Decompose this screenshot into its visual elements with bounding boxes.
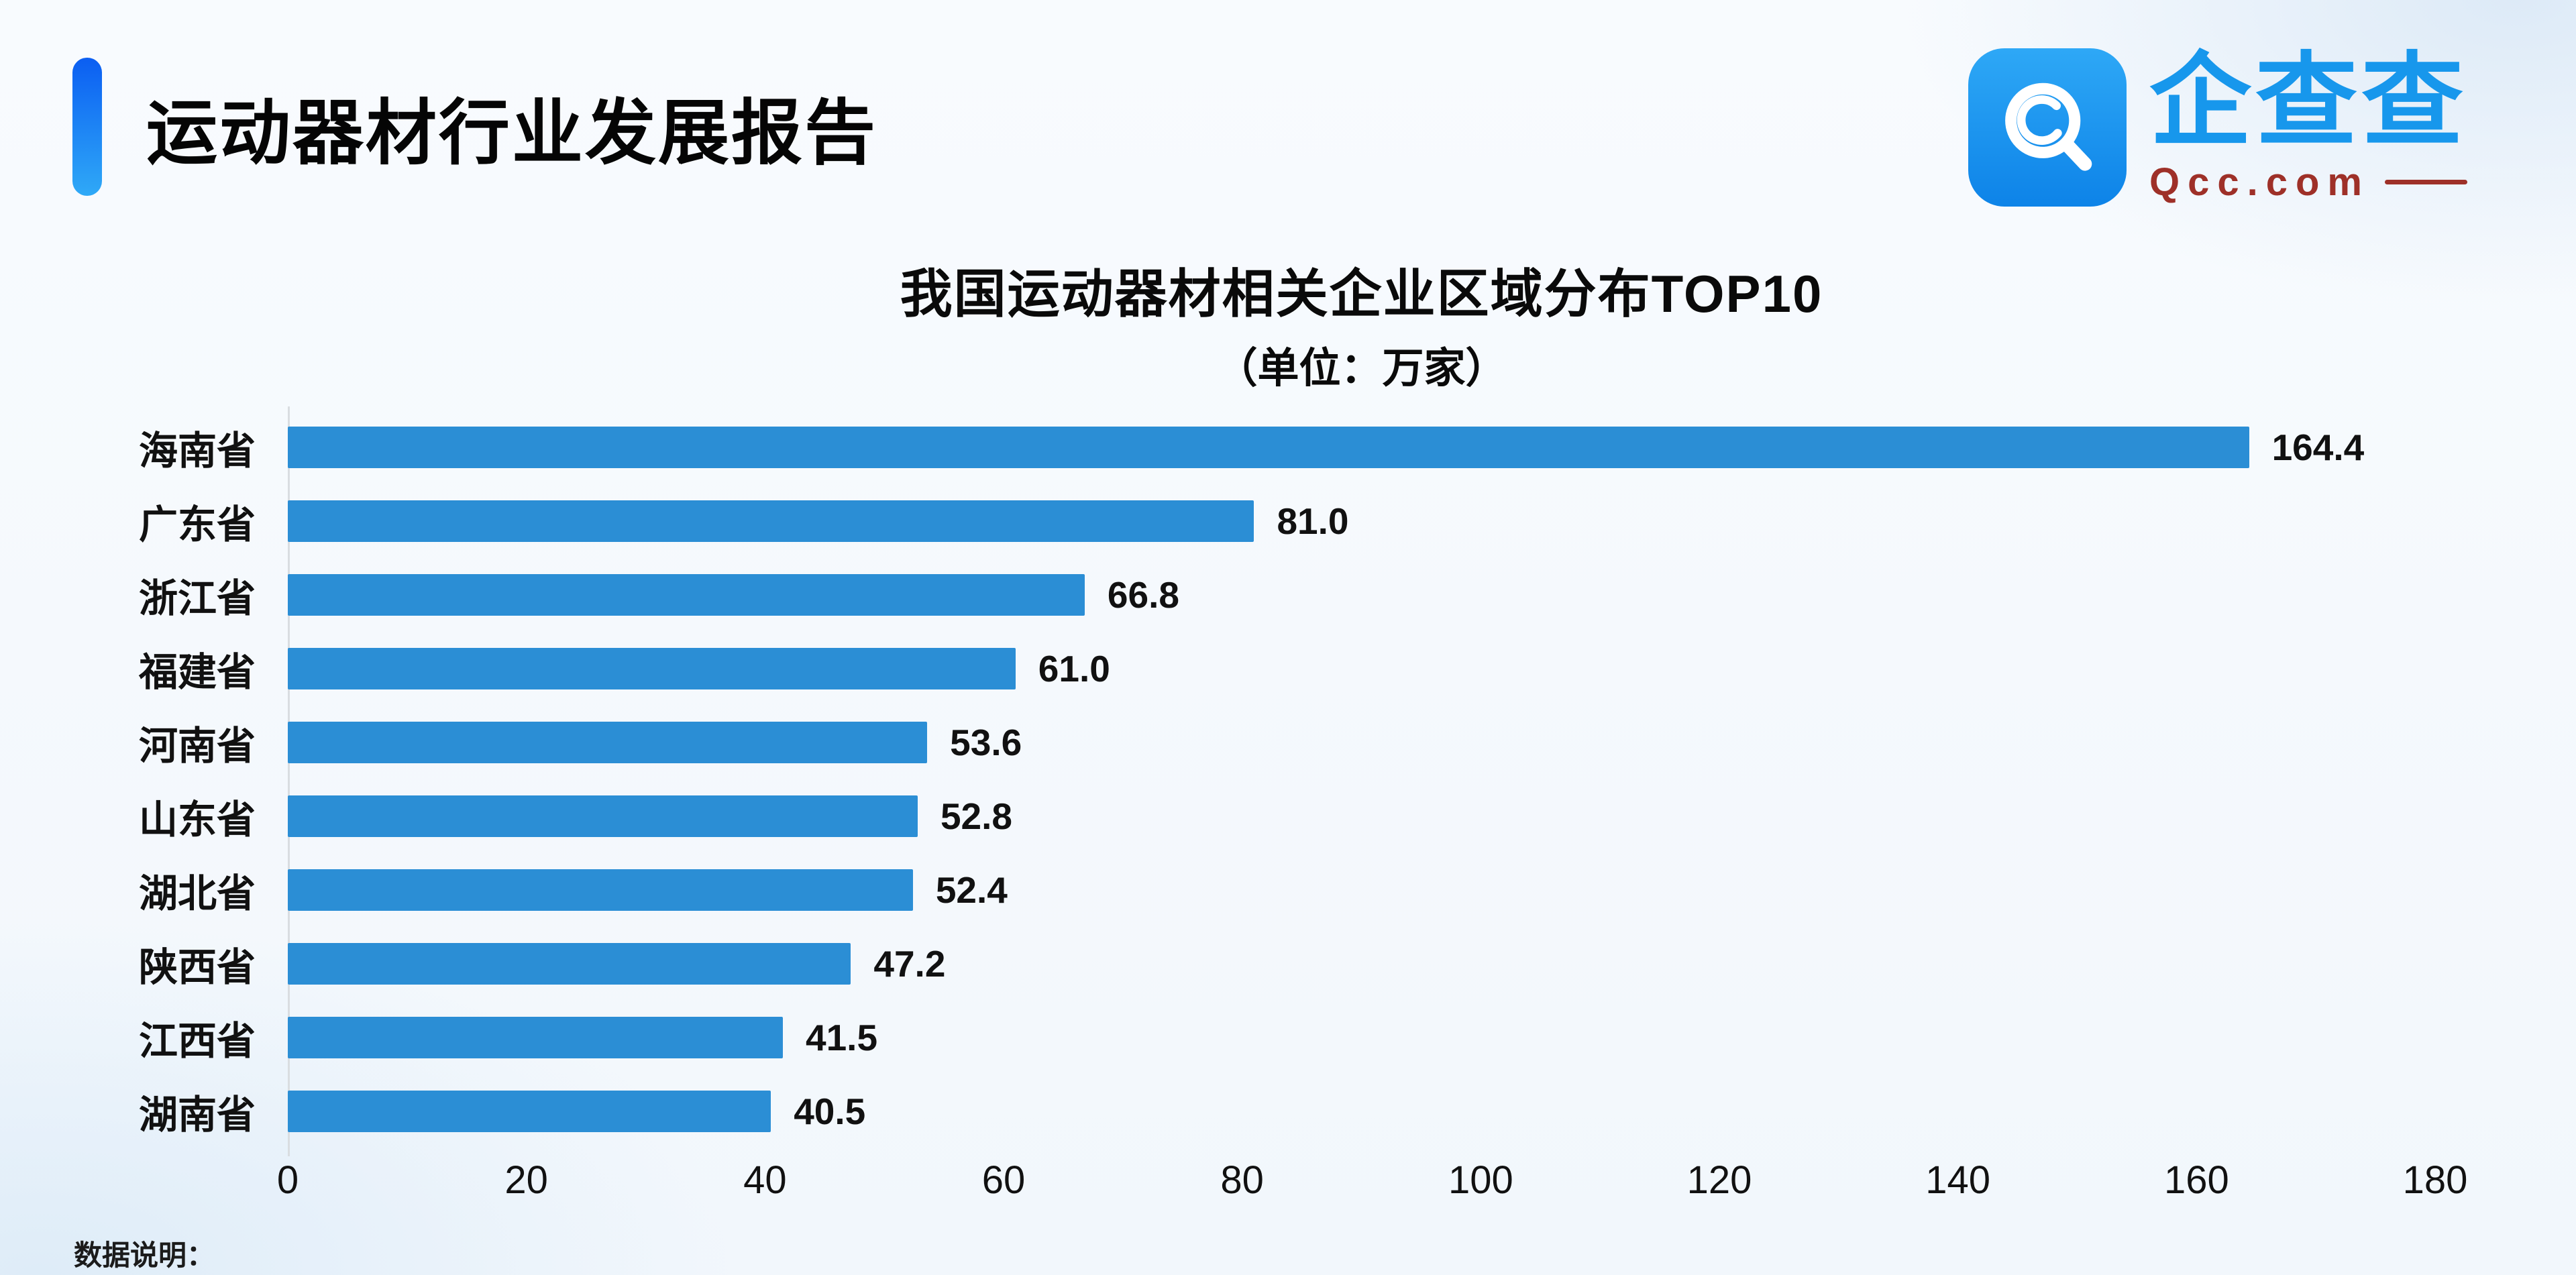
bar-track: 40.5 [288, 1090, 2435, 1133]
value-label: 47.2 [873, 943, 946, 985]
x-tick-label: 0 [276, 1158, 299, 1202]
bar [288, 427, 2249, 468]
x-axis: 0 20 40 60 80 100 120 140 160 180 [277, 1158, 2468, 1211]
bar [288, 1091, 771, 1132]
value-label: 52.8 [940, 795, 1012, 837]
value-label: 40.5 [794, 1091, 866, 1132]
bar-row: 广东省 81.0 [0, 484, 2576, 558]
x-tick-label: 40 [743, 1158, 787, 1202]
qcc-logo-icon [1968, 48, 2127, 207]
category-label: 海南省 [138, 429, 256, 473]
category-label: 福建省 [138, 651, 256, 694]
bar [288, 574, 1085, 616]
bar [288, 1017, 783, 1058]
bar [288, 795, 918, 837]
category-label: 湖北省 [138, 872, 256, 916]
bar-row: 福建省 61.0 [0, 632, 2576, 706]
bar-track: 53.6 [288, 721, 2435, 764]
qcc-logo-underline [2385, 179, 2467, 184]
report-title: 运动器材行业发展报告 [146, 94, 877, 173]
bar-track: 52.8 [288, 795, 2435, 838]
title-accent-bar [72, 58, 102, 196]
value-label: 66.8 [1107, 574, 1179, 616]
bar [288, 500, 1254, 542]
x-tick-label: 60 [981, 1158, 1026, 1202]
bar-track: 61.0 [288, 647, 2435, 690]
report-header: 运动器材行业发展报告 [72, 58, 877, 196]
x-tick-label: 160 [2163, 1158, 2229, 1202]
bar [288, 943, 851, 985]
bar-track: 164.4 [288, 426, 2435, 469]
bar-track: 52.4 [288, 869, 2435, 911]
qcc-logo-domain: Qcc.com [2149, 160, 2370, 204]
x-tick-label: 20 [504, 1158, 548, 1202]
value-label: 52.4 [935, 869, 1008, 911]
value-label: 41.5 [806, 1017, 878, 1058]
bar-row: 山东省 52.8 [0, 779, 2576, 853]
x-tick-label: 180 [2402, 1158, 2468, 1202]
qcc-logo-text: 企查查 Qcc.com [2149, 48, 2467, 205]
bar-row: 浙江省 66.8 [0, 558, 2576, 632]
value-label: 61.0 [1038, 648, 1110, 689]
bar-rows: 海南省 164.4 广东省 81.0 浙江省 66.8 福建省 61.0 河南省 53.6 山东省 5… [0, 410, 2576, 1148]
bar-row: 湖南省 40.5 [0, 1074, 2576, 1148]
y-axis-line [288, 406, 290, 1156]
category-label: 广东省 [138, 503, 256, 547]
bar-track: 66.8 [288, 573, 2435, 616]
chart-title: 我国运动器材相关企业区域分布TOP10 [900, 264, 1823, 323]
bar-track: 81.0 [288, 500, 2435, 543]
x-tick-label: 140 [1925, 1158, 1991, 1202]
category-label: 山东省 [138, 798, 256, 842]
value-label: 53.6 [950, 722, 1022, 763]
value-label: 164.4 [2271, 427, 2365, 468]
chart-subtitle: （单位：万家） [1216, 345, 1507, 392]
data-note-label: 数据说明： [74, 1239, 215, 1271]
category-label: 湖南省 [138, 1093, 256, 1137]
bar-row: 海南省 164.4 [0, 410, 2576, 484]
bar-track: 47.2 [288, 942, 2435, 985]
bar-row: 河南省 53.6 [0, 706, 2576, 779]
bar-row: 湖北省 52.4 [0, 853, 2576, 927]
magnifier-spiral-icon [2005, 82, 2092, 171]
bar [288, 869, 913, 911]
x-tick-label: 80 [1220, 1158, 1264, 1202]
x-tick-label: 100 [1448, 1158, 1513, 1202]
category-label: 浙江省 [138, 577, 256, 620]
category-label: 江西省 [138, 1019, 256, 1063]
bar [288, 722, 928, 763]
category-label: 陕西省 [138, 946, 256, 989]
bar-row: 陕西省 47.2 [0, 927, 2576, 1001]
bar-row: 江西省 41.5 [0, 1001, 2576, 1074]
qcc-logo-name: 企查查 [2149, 44, 2467, 158]
value-label: 81.0 [1277, 500, 1349, 542]
bar [288, 648, 1016, 689]
qcc-logo-domain-row: Qcc.com [2149, 160, 2467, 205]
category-label: 河南省 [138, 724, 256, 768]
bar-track: 41.5 [288, 1016, 2435, 1059]
qcc-logo: 企查查 Qcc.com [1968, 48, 2467, 207]
x-tick-label: 120 [1686, 1158, 1752, 1202]
